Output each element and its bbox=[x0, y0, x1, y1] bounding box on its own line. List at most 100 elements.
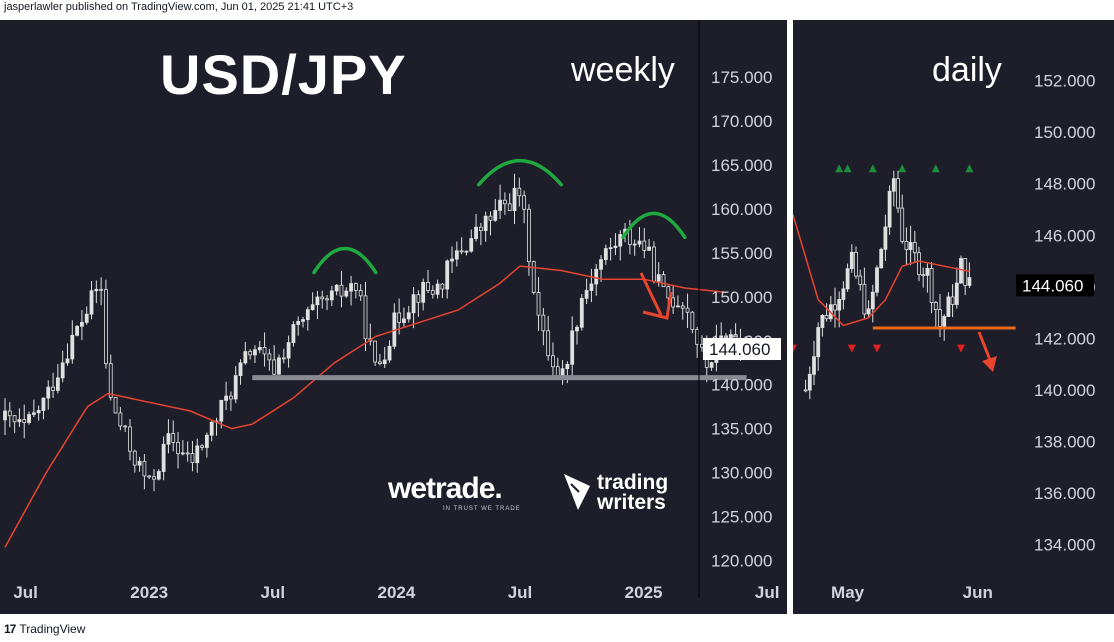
last-price-label: 144.060 bbox=[709, 340, 770, 359]
candle-body bbox=[41, 397, 46, 411]
candle-body bbox=[690, 311, 695, 330]
candle-body bbox=[584, 290, 589, 299]
candle-body bbox=[854, 251, 858, 277]
candle-body bbox=[382, 359, 387, 365]
price-axis-tick: 130.000 bbox=[711, 464, 772, 483]
candle-body bbox=[156, 471, 161, 480]
candle-body bbox=[353, 283, 358, 291]
price-axis-tick: 150.000 bbox=[1034, 123, 1095, 142]
candle-body bbox=[123, 425, 128, 428]
candle-body bbox=[483, 215, 488, 231]
candle-body bbox=[60, 362, 65, 379]
candle-body bbox=[551, 355, 555, 368]
candle-body bbox=[402, 318, 406, 323]
price-axis-tick: 175.000 bbox=[711, 68, 772, 87]
time-axis-tick: Jul bbox=[261, 583, 286, 602]
candle-body bbox=[647, 246, 651, 251]
candle-body bbox=[195, 445, 200, 464]
candle-body bbox=[430, 290, 435, 295]
candle-body bbox=[36, 410, 41, 414]
candle-body bbox=[866, 308, 871, 315]
publish-info: jasperlawler published on TradingView.co… bbox=[4, 1, 354, 13]
candle-body bbox=[450, 258, 454, 262]
candle-body bbox=[281, 357, 286, 360]
candle-body bbox=[46, 386, 51, 399]
candle-body bbox=[80, 322, 84, 327]
candle-body bbox=[132, 450, 137, 466]
chart-title: USD/JPY bbox=[160, 43, 407, 106]
time-axis-tick: Jul bbox=[13, 583, 38, 602]
candle-body bbox=[613, 245, 618, 249]
candle-body bbox=[233, 375, 238, 400]
candle-body bbox=[536, 292, 541, 316]
candle-body bbox=[589, 283, 594, 291]
price-axis-tick: 136.000 bbox=[1034, 484, 1095, 503]
candle-body bbox=[517, 187, 522, 197]
candle-body bbox=[219, 399, 224, 422]
last-price-tag bbox=[1016, 274, 1094, 297]
candle-body bbox=[464, 250, 469, 253]
candle-body bbox=[680, 305, 685, 309]
pivot-low-marker-icon bbox=[847, 344, 856, 353]
candle-body bbox=[277, 357, 281, 375]
candle-body bbox=[803, 389, 808, 392]
candle-body bbox=[618, 234, 623, 247]
candle-body bbox=[176, 441, 180, 455]
candle-body bbox=[291, 324, 296, 343]
candle-body bbox=[841, 288, 846, 300]
candle-body bbox=[325, 298, 329, 301]
candle-body bbox=[7, 410, 12, 417]
candle-body bbox=[541, 314, 546, 332]
trading-writers-quill-icon bbox=[564, 474, 590, 510]
daily-chart-canvas[interactable]: 152.000150.000148.000146.000144.000142.0… bbox=[793, 20, 1114, 614]
candle-body bbox=[824, 314, 829, 320]
candle-body bbox=[435, 283, 440, 295]
price-axis-tick: 170.000 bbox=[711, 112, 772, 131]
candle-body bbox=[104, 289, 108, 365]
price-axis-tick: 155.000 bbox=[711, 244, 772, 263]
candle-body bbox=[334, 284, 339, 292]
price-axis-tick: 120.000 bbox=[711, 551, 772, 570]
candle-body bbox=[546, 330, 551, 357]
trading-writers-logo-line1: trading bbox=[597, 471, 669, 494]
candle-body bbox=[152, 476, 156, 480]
candle-body bbox=[286, 342, 291, 359]
price-axis-tick: 146.000 bbox=[1034, 226, 1095, 245]
time-axis-tick: 2024 bbox=[377, 583, 415, 602]
candle-body bbox=[99, 288, 104, 291]
price-axis-tick: 165.000 bbox=[711, 156, 772, 175]
candle-body bbox=[883, 226, 888, 250]
weekly-chart-panel[interactable]: 175.000 170.000 165.000 160.000 155.000 150.0… bbox=[0, 20, 787, 614]
candle-body bbox=[373, 340, 378, 363]
candle-body bbox=[89, 290, 94, 315]
time-axis-tick: Jul bbox=[508, 583, 533, 602]
candle-body bbox=[967, 277, 972, 286]
candle-body bbox=[896, 178, 900, 209]
candle-body bbox=[942, 316, 947, 327]
candle-body bbox=[190, 453, 195, 464]
candle-body bbox=[108, 363, 113, 398]
candle-body bbox=[94, 288, 99, 292]
candle-body bbox=[296, 320, 301, 325]
candle-body bbox=[875, 267, 879, 293]
candle-body bbox=[820, 314, 825, 328]
candle-body bbox=[695, 329, 700, 345]
daily-timeframe-label: daily bbox=[932, 51, 1002, 89]
candle-body bbox=[387, 345, 392, 361]
candle-body bbox=[445, 260, 450, 290]
price-axis-tick: 125.000 bbox=[711, 507, 772, 526]
weekly-chart-canvas[interactable]: 175.000 170.000 165.000 160.000 155.000 150.0… bbox=[0, 20, 787, 614]
price-axis-tick: 135.000 bbox=[711, 420, 772, 439]
price-axis-tick: 140.000 bbox=[711, 376, 772, 395]
candle-body bbox=[358, 290, 363, 297]
candle-body bbox=[204, 434, 209, 448]
time-axis-tick: May bbox=[831, 583, 865, 602]
footer: 17 TradingView bbox=[4, 622, 85, 636]
candle-body bbox=[900, 207, 905, 242]
moving-average-line bbox=[793, 214, 970, 327]
daily-chart-panel[interactable]: 152.000150.000148.000146.000144.000142.0… bbox=[793, 20, 1114, 614]
time-axis-tick: Jul bbox=[755, 583, 780, 602]
candle-body bbox=[912, 242, 917, 254]
candle-body bbox=[411, 294, 416, 314]
candle-body bbox=[570, 330, 575, 365]
